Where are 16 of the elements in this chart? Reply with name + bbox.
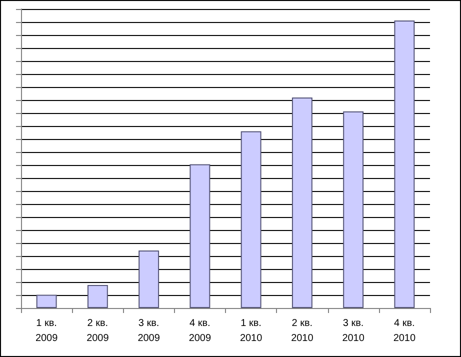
x-tick-label: 4 кв. 2009 (188, 318, 212, 344)
bar (190, 164, 210, 308)
bar (138, 250, 160, 308)
bar (394, 20, 415, 308)
x-tick-label: 2 кв. 2009 (86, 318, 110, 344)
bar (343, 111, 364, 308)
x-tick-label: 1 кв. 2009 (35, 318, 58, 344)
x-tick-label: 3 кв. 2010 (342, 318, 365, 344)
x-tick-label: 4 кв. 2010 (393, 318, 416, 344)
x-tick-label: 3 кв. 2009 (138, 318, 160, 344)
bar (36, 294, 57, 308)
bar (240, 131, 262, 308)
x-tick-label: 2 кв. 2010 (291, 318, 314, 344)
bar (87, 285, 108, 308)
x-tick-label: 1 кв. 2010 (240, 318, 263, 344)
bar (292, 98, 312, 308)
